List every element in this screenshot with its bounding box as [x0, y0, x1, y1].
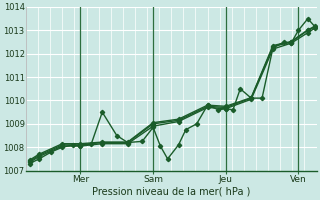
X-axis label: Pression niveau de la mer( hPa ): Pression niveau de la mer( hPa ) — [92, 187, 251, 197]
